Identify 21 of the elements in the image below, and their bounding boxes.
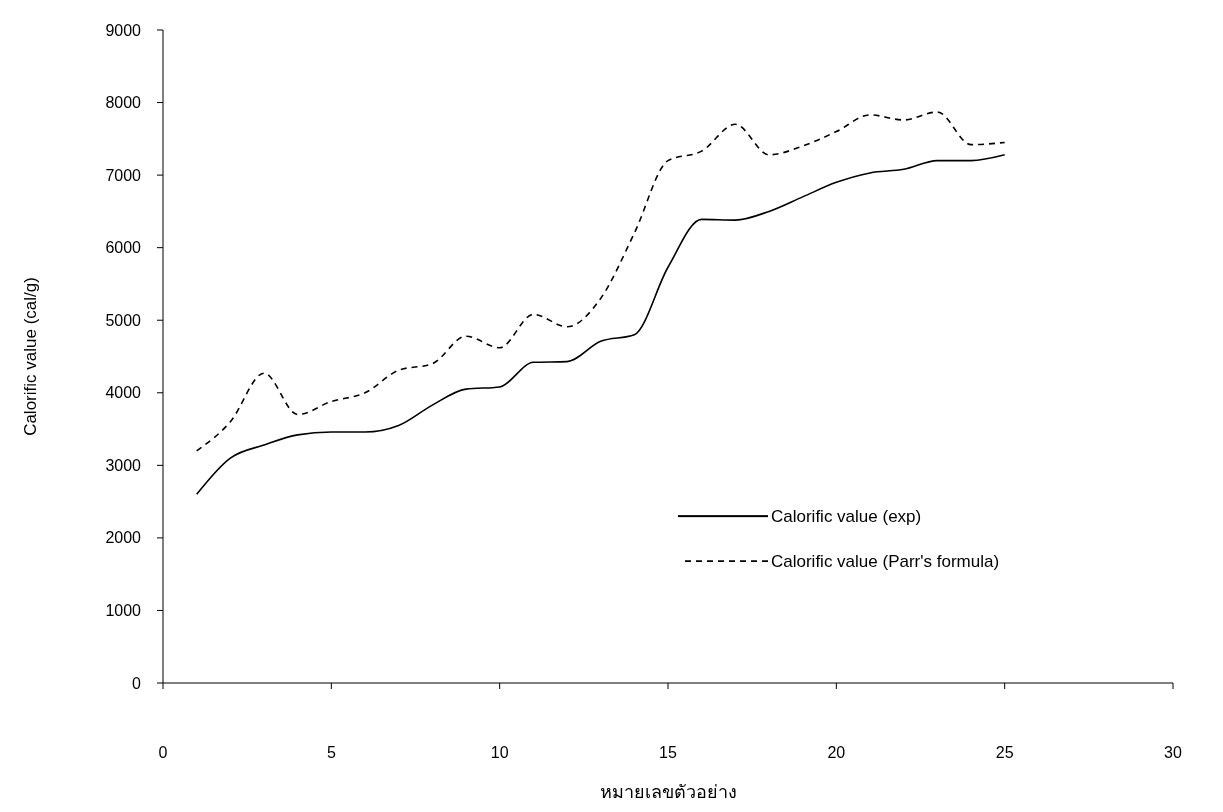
- x-tick-label: 10: [490, 744, 509, 761]
- x-tick-label: 20: [827, 744, 846, 761]
- y-tick-label: 9000: [105, 21, 142, 39]
- legend-label: Calorific value (Parr's formula): [771, 551, 1000, 571]
- y-tick-label: 0: [132, 674, 142, 692]
- y-tick-label: 7000: [105, 166, 142, 184]
- x-tick-label: 15: [659, 744, 677, 761]
- y-tick-label: 6000: [105, 239, 142, 257]
- y-tick-label: 2000: [105, 529, 142, 547]
- y-tick-label: 4000: [105, 384, 142, 402]
- y-tick-label: 8000: [105, 94, 142, 112]
- x-tick-label: 5: [326, 744, 336, 761]
- y-tick-label: 3000: [105, 456, 142, 474]
- x-axis-title: หมายเลขตัวอย่าง: [599, 782, 737, 802]
- x-tick-label: 0: [158, 744, 168, 761]
- y-tick-label: 5000: [105, 311, 142, 329]
- y-axis-title: Calorific value (cal/g): [21, 277, 40, 436]
- legend-label: Calorific value (exp): [771, 506, 922, 526]
- y-tick-label: 1000: [105, 601, 142, 619]
- x-tick-label: 30: [1164, 744, 1182, 761]
- x-tick-label: 25: [995, 744, 1014, 761]
